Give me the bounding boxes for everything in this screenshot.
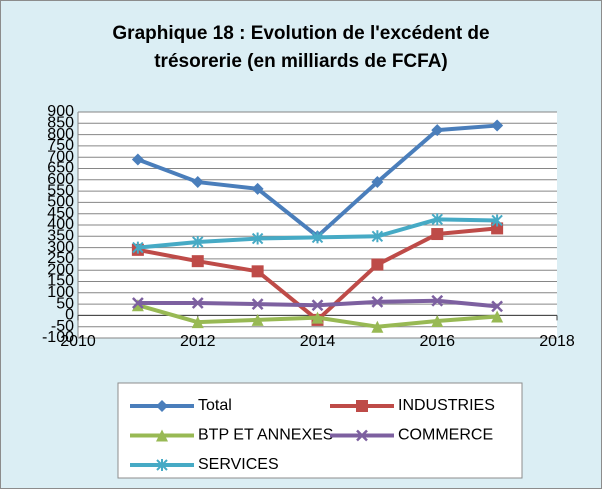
title-box: Graphique 18 : Evolution de l'excédent d…: [112, 23, 490, 72]
marker: [251, 232, 264, 245]
marker: [132, 241, 144, 254]
marker: [371, 295, 384, 308]
chart-title: Graphique 18 : Evolution de l'excédent d…: [112, 23, 490, 72]
marker: [191, 255, 204, 268]
y-tick-label: 750: [47, 137, 74, 154]
y-tick-label: -50: [51, 318, 74, 335]
x-tick-label: 2014: [300, 333, 336, 350]
marker: [431, 294, 444, 307]
y-tick-label: 450: [47, 205, 74, 222]
marker: [131, 153, 144, 166]
marker: [156, 459, 168, 471]
marker: [491, 310, 504, 323]
marker: [251, 182, 264, 195]
legend-item: SERVICES: [130, 456, 279, 473]
legend-label: INDUSTRIES: [398, 397, 495, 414]
marker: [371, 320, 384, 333]
y-tick-label: 500: [47, 194, 74, 211]
y-tick-label: 650: [47, 160, 74, 177]
x-tick-label: 2010: [60, 333, 96, 350]
marker: [192, 235, 204, 248]
legend-item: Total: [130, 397, 232, 414]
marker: [156, 400, 168, 412]
marker: [251, 313, 264, 326]
marker: [356, 400, 368, 412]
x-tick-label: 2016: [419, 333, 455, 350]
y-tick-label: 550: [47, 182, 74, 199]
x-tick-label: 2012: [180, 333, 216, 350]
y-tick-label: 100: [47, 284, 74, 301]
marker: [191, 297, 204, 309]
y-tick-label: 300: [47, 239, 74, 256]
legend-label: Total: [198, 397, 232, 414]
marker: [156, 429, 168, 442]
y-tick-label: 150: [47, 273, 74, 290]
y-tick-label: 900: [47, 103, 74, 120]
marker: [431, 213, 443, 226]
marker: [371, 176, 384, 189]
legend: [117, 382, 523, 479]
legend-item: COMMERCE: [330, 427, 493, 444]
marker: [491, 119, 504, 132]
legend-item: BTP ET ANNEXES: [130, 427, 333, 444]
marker: [191, 176, 204, 189]
y-tick-label: 700: [47, 148, 74, 165]
marker: [191, 316, 204, 329]
y-tick-label: 0: [65, 307, 74, 324]
marker: [371, 258, 384, 271]
y-tick-label: 800: [47, 126, 74, 143]
legend-label: SERVICES: [198, 456, 279, 473]
marker: [356, 429, 368, 442]
y-tick-label: 400: [47, 216, 74, 233]
y-tick-label: 600: [47, 171, 74, 188]
marker: [491, 222, 504, 235]
y-tick-label: -100: [42, 329, 74, 346]
marker: [431, 228, 444, 241]
y-tick-label: 250: [47, 250, 74, 267]
y-tick-label: 50: [56, 295, 74, 312]
y-tick-label: 350: [47, 228, 74, 245]
marker: [311, 311, 324, 324]
marker: [311, 299, 324, 312]
marker: [131, 299, 144, 312]
legend-label: BTP ET ANNEXES: [198, 427, 333, 444]
y-tick-label: 850: [47, 115, 74, 132]
marker: [131, 297, 144, 309]
legend-label: COMMERCE: [398, 427, 493, 444]
marker: [491, 300, 504, 313]
legend-item: INDUSTRIES: [330, 397, 495, 414]
marker: [371, 230, 384, 243]
marker: [251, 298, 264, 310]
y-tick-label: 200: [47, 261, 74, 278]
marker: [311, 231, 324, 244]
marker: [431, 315, 444, 328]
x-tick-label: 2018: [539, 333, 575, 350]
marker: [251, 265, 264, 278]
marker: [491, 214, 503, 227]
marker: [431, 124, 444, 137]
